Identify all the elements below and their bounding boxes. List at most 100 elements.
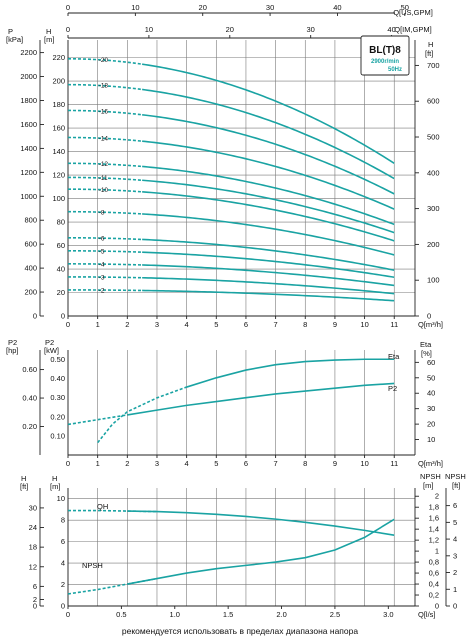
p2-curve-dashed — [67, 414, 128, 426]
eta-tick-label: 20 — [427, 420, 435, 429]
head-x-tick-label: 1 — [96, 320, 100, 329]
impeller-label: -8 — [99, 209, 105, 216]
head-m-tick-label: 100 — [52, 194, 65, 203]
npsh-x-axis-title: Q[l/s] — [418, 610, 436, 619]
p2-series-label: P2 — [388, 384, 397, 393]
npsh-ft-tick-label: 1 — [453, 585, 457, 594]
qh-ft-tick-label: 30 — [29, 503, 37, 512]
head-kpa-tick-label: 1600 — [20, 120, 37, 129]
power-hp-tick-label: 0.20 — [22, 422, 37, 431]
model-badge: BL(T)8 2900r/min 50Hz — [360, 35, 410, 76]
usgpm-tick-label: 20 — [199, 3, 207, 12]
usgpm-axis-title: Q[US,GPM] — [393, 8, 433, 17]
head-m-tick-label: 120 — [52, 171, 65, 180]
npsh-ft-tick-label: 4 — [453, 535, 457, 544]
power-x-tick-label: 7 — [274, 459, 278, 468]
npsh-ft-tick-label: 3 — [453, 551, 457, 560]
head-x-tick-label: 5 — [214, 320, 218, 329]
impeller-label: -3 — [99, 274, 105, 281]
head-ft-tick-label: 200 — [427, 240, 440, 249]
npsh-ft-tick-label: 0 — [453, 602, 457, 611]
head-kpa-axis-unit: [kPa] — [6, 35, 23, 44]
power-x-tick-label: 6 — [244, 459, 248, 468]
impeller-curve-dashed — [68, 188, 143, 193]
power-x-tick-label: 9 — [333, 459, 337, 468]
qh-m-tick-label: 0 — [61, 602, 65, 611]
head-m-axis-title: H — [46, 27, 51, 36]
eta-series-label: Eta — [388, 352, 400, 361]
npsh-ft-axis-unit: [ft] — [452, 481, 460, 490]
power-x-tick-label: 0 — [66, 459, 70, 468]
head-kpa-tick-label: 0 — [33, 312, 37, 321]
head-ft-tick-label: 600 — [427, 97, 440, 106]
head-x-tick-label: 4 — [185, 320, 189, 329]
eta-axis-unit: [%] — [421, 349, 432, 358]
head-m-tick-label: 60 — [57, 241, 65, 250]
power-kw-tick-label: 0.10 — [50, 431, 65, 440]
power-x-tick-label: 8 — [303, 459, 307, 468]
head-kpa-tick-label: 1000 — [20, 192, 37, 201]
usgpm-tick-label: 50 — [401, 3, 409, 12]
impeller-curve-dashed — [68, 162, 143, 168]
npsh-x-tick-label: 1.5 — [223, 610, 233, 619]
head-ft-tick-label: 400 — [427, 168, 440, 177]
npsh-m-tick-label: 0,4 — [429, 580, 439, 589]
qh-m-axis-title: H — [52, 474, 57, 483]
impeller-label: -4 — [99, 261, 105, 268]
qh-ft-tick-label: 24 — [29, 523, 37, 532]
qh-m-axis-unit: [m] — [50, 482, 60, 491]
head-ft-tick-label: 700 — [427, 61, 440, 70]
head-x-tick-label: 6 — [244, 320, 248, 329]
impeller-curve — [142, 179, 395, 234]
head-x-tick-label: 11 — [390, 320, 398, 329]
npsh-x-tick-label: 0 — [66, 610, 70, 619]
head-kpa-tick-label: 2200 — [20, 48, 37, 57]
npsh-m-tick-label: 1,2 — [429, 536, 439, 545]
p2-curve — [127, 382, 395, 416]
eta-tick-label: 30 — [427, 404, 435, 413]
impeller-label: -5 — [99, 248, 105, 255]
impeller-curve-dashed — [68, 236, 143, 241]
impgpm-axis-title: Q[IM,GPM] — [394, 25, 432, 34]
model-name: BL(T)8 — [369, 45, 401, 56]
npsh-ft-tick-label: 2 — [453, 568, 457, 577]
impgpm-tick-label: 0 — [66, 25, 70, 34]
head-m-tick-label: 140 — [52, 147, 65, 156]
impeller-label: -12 — [99, 161, 109, 168]
head-x-tick-label: 0 — [66, 320, 70, 329]
impeller-curve-dashed — [67, 136, 143, 142]
impeller-curve — [142, 276, 395, 295]
qh-curve — [127, 510, 395, 536]
head-kpa-tick-label: 800 — [24, 216, 37, 225]
npsh-x-tick-label: 2.0 — [276, 610, 286, 619]
npsh-m-tick-label: 1,4 — [429, 525, 439, 534]
impeller-label: -6 — [99, 235, 105, 242]
qh-series-label: QH — [97, 502, 108, 511]
power-hp-tick-label: 0.40 — [22, 394, 37, 403]
power-x-tick-label: 10 — [360, 459, 368, 468]
power-kw-tick-label: 0.20 — [50, 412, 65, 421]
head-kpa-tick-label: 600 — [24, 240, 37, 249]
impgpm-tick-label: 30 — [307, 25, 315, 34]
impgpm-tick-label: 20 — [226, 25, 234, 34]
head-kpa-tick-label: 2000 — [20, 72, 37, 81]
head-x-tick-label: 3 — [155, 320, 159, 329]
npsh-m-tick-label: 0,8 — [429, 558, 439, 567]
impeller-curve-dashed — [68, 109, 143, 116]
qh-ft-tick-label: 2 — [33, 595, 37, 604]
head-x-tick-label: 8 — [303, 320, 307, 329]
power-hp-axis-unit: [hp] — [6, 346, 19, 355]
power-kw-tick-label: 0.50 — [50, 355, 65, 364]
impgpm-tick-label: 40 — [387, 25, 395, 34]
power-kw-axis-title: P2 — [45, 338, 54, 347]
impeller-curve — [142, 238, 395, 271]
usgpm-tick-label: 10 — [131, 3, 139, 12]
impeller-curve — [142, 251, 395, 279]
impeller-curve-dashed — [68, 250, 143, 253]
head-m-tick-label: 0 — [61, 312, 65, 321]
model-frequency: 50Hz — [388, 67, 402, 73]
eta-axis-title: Eta — [420, 340, 432, 349]
eta-tick-label: 60 — [427, 358, 435, 367]
impeller-curve — [142, 88, 395, 180]
